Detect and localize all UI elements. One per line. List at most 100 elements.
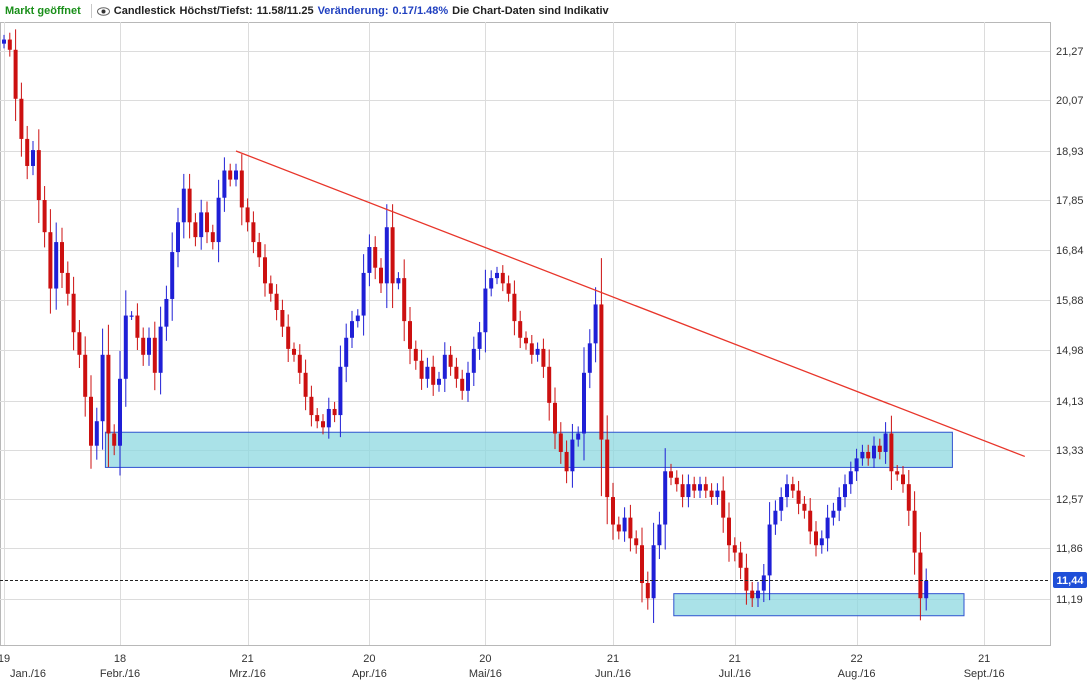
candle [274, 284, 279, 321]
candle [42, 186, 47, 248]
candle-body [413, 348, 418, 361]
candle-body [570, 439, 575, 472]
candle [721, 476, 726, 533]
x-tick-month: Sept./16 [964, 668, 1005, 680]
candle-body [181, 188, 186, 223]
candle [802, 496, 807, 519]
x-tick-month: Jul./16 [719, 668, 751, 680]
candle [118, 350, 122, 476]
candle [431, 355, 436, 396]
candle-body [384, 227, 389, 284]
candle-body [727, 517, 731, 546]
candle [350, 310, 354, 349]
candle [245, 198, 250, 232]
candle [228, 163, 233, 187]
candle-body [419, 360, 424, 379]
candle-body [315, 415, 320, 422]
candle [216, 179, 221, 263]
candle-body [60, 242, 64, 273]
candle-body [628, 517, 633, 539]
candle-body [158, 326, 163, 373]
candle-body [234, 170, 238, 180]
candle [419, 349, 424, 390]
x-tick-day: 22 [850, 653, 862, 665]
candle-body [889, 433, 894, 472]
candle [83, 336, 88, 417]
candle [222, 157, 227, 212]
candle-body [587, 343, 592, 373]
candle [425, 357, 430, 388]
chart-type-label[interactable]: Candlestick [113, 5, 176, 17]
candle [437, 371, 441, 392]
candle [48, 209, 53, 314]
candle-body [785, 484, 789, 498]
candle [471, 336, 476, 386]
candle [848, 461, 853, 494]
candle-body [512, 293, 517, 322]
candle-body [715, 490, 720, 498]
plot-area-border [0, 22, 1051, 646]
candle [315, 408, 320, 429]
candle [332, 401, 337, 423]
candle-body [732, 545, 737, 553]
x-tick-day: 18 [114, 653, 126, 665]
candle-body [112, 433, 117, 446]
y-tick-label: 11,86 [1056, 543, 1083, 555]
candle-body [193, 222, 198, 238]
x-tick-month: Aug./16 [838, 668, 876, 680]
candle [112, 424, 117, 456]
candle [13, 29, 18, 122]
eye-icon[interactable] [96, 6, 110, 16]
x-tick-day: 21 [729, 653, 741, 665]
y-tick-label: 11,19 [1056, 594, 1083, 606]
candle [843, 474, 847, 508]
candle-body [906, 484, 911, 511]
candle-body [761, 575, 766, 591]
candle [77, 320, 82, 368]
disclaimer-text: Die Chart-Daten sind Indikativ [452, 5, 609, 17]
candle [779, 487, 784, 522]
candle [872, 436, 876, 469]
y-tick-label: 13,33 [1056, 445, 1084, 457]
candle [680, 474, 685, 508]
candle [367, 234, 372, 287]
candle-body [152, 337, 157, 373]
x-tick-day: 21 [241, 653, 253, 665]
candle [129, 311, 134, 320]
candle [906, 469, 911, 526]
candle [135, 303, 140, 350]
candle [518, 310, 523, 349]
candle [785, 474, 789, 508]
candle-body [402, 278, 407, 322]
candle [703, 476, 708, 499]
candle-body [500, 272, 505, 284]
candle [819, 530, 824, 554]
x-tick-month: Jun./16 [595, 668, 631, 680]
candle-body [843, 484, 847, 498]
gridlines [0, 22, 1050, 645]
candle-body [674, 477, 679, 485]
candle-body [709, 490, 714, 498]
candle-body [54, 242, 59, 289]
candle-body [790, 484, 795, 491]
candle-body [228, 170, 233, 180]
candle-body [135, 315, 140, 338]
candle-body [460, 378, 465, 391]
candle [825, 504, 830, 552]
candle [773, 500, 778, 535]
candle [355, 309, 360, 328]
candle [535, 342, 540, 362]
candle-body [802, 503, 807, 511]
candle [164, 285, 169, 341]
candle-body [106, 354, 111, 434]
candle-body [164, 298, 169, 327]
candle [338, 345, 343, 438]
y-tick-label: 18,93 [1056, 146, 1084, 158]
support-zones [104, 431, 965, 617]
header-divider [90, 4, 92, 18]
high-low-label: Höchst/Tiefst: [179, 5, 253, 17]
candle-body [883, 433, 888, 452]
candle-body [680, 484, 685, 498]
candle [60, 227, 64, 289]
